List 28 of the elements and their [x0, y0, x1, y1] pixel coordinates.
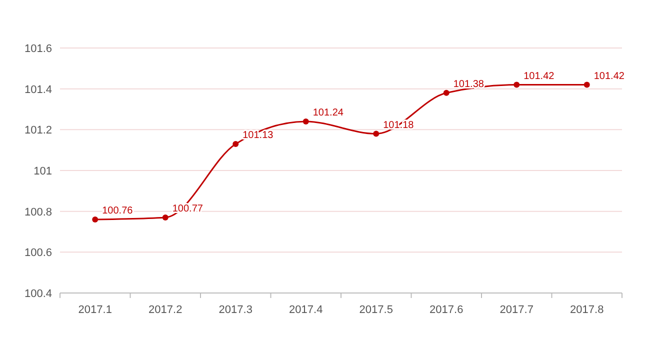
y-tick-label: 101.4 [24, 84, 52, 96]
data-label: 101.24 [312, 108, 344, 118]
y-tick-label: 101 [34, 166, 52, 178]
point [514, 82, 520, 88]
x-tick-label: 2017.2 [148, 304, 182, 316]
point [584, 82, 590, 88]
x-tick-label: 2017.3 [218, 304, 252, 316]
y-tick-label: 101.2 [24, 124, 52, 137]
y-tick-label: 100.6 [24, 247, 52, 260]
data-label: 101.42 [594, 70, 625, 82]
y-tick-label: 101.6 [24, 43, 52, 55]
x-tick-label: 2017.5 [359, 304, 393, 316]
point [92, 216, 98, 222]
point [302, 118, 309, 124]
x-tick-label: 2017.7 [500, 304, 534, 316]
point [162, 214, 168, 220]
data-label: 101.42 [524, 70, 555, 82]
x-tick-label: 2017.8 [570, 304, 604, 316]
point [373, 130, 380, 137]
y-tick-label: 100.8 [24, 206, 52, 218]
x-tick-label: 2017.6 [430, 304, 464, 316]
y-tick-label: 100.4 [24, 288, 52, 300]
x-tick-label: 2017.4 [289, 304, 323, 316]
data-label: 100.76 [102, 206, 134, 216]
data-label: 101.38 [453, 78, 484, 90]
x-tick-label: 2017.1 [78, 304, 112, 316]
point [232, 140, 239, 147]
point [443, 90, 450, 96]
